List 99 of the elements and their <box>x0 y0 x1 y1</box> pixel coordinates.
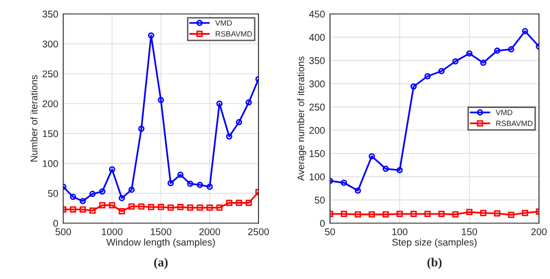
point <box>466 50 472 57</box>
point <box>382 211 389 218</box>
point <box>158 204 164 210</box>
point <box>438 68 445 74</box>
point <box>508 46 514 52</box>
point <box>494 210 500 217</box>
point <box>246 99 252 106</box>
point <box>99 202 106 208</box>
point <box>128 203 135 210</box>
x-tick-label: 200 <box>531 228 547 236</box>
point <box>246 200 252 206</box>
point <box>382 166 389 172</box>
point <box>196 182 204 188</box>
y-tick-label: 350 <box>42 10 58 18</box>
y-tick-label: 100 <box>310 173 325 180</box>
point <box>480 60 486 66</box>
point <box>236 119 242 126</box>
y-tick-label: 50 <box>314 196 325 204</box>
x-tick-label: 1500 <box>150 228 172 236</box>
x-tick-label: 100 <box>392 228 408 236</box>
y-tick-label: 0 <box>53 220 58 227</box>
point <box>138 203 144 210</box>
x-tick-label: 150 <box>462 228 478 236</box>
y-tick-label: 150 <box>310 150 325 158</box>
text: (a) <box>154 258 168 270</box>
point <box>354 188 361 194</box>
point <box>89 208 96 214</box>
point <box>80 206 86 213</box>
point <box>396 210 403 218</box>
y-axis-title: Average number of iterations <box>297 56 306 181</box>
point <box>522 210 528 216</box>
y-tick-label: 300 <box>309 80 325 88</box>
point <box>452 211 459 218</box>
point <box>168 204 174 211</box>
point <box>522 28 528 34</box>
point <box>158 96 164 104</box>
point <box>138 126 144 132</box>
point <box>226 133 232 140</box>
y-tick-label: 0 <box>320 220 325 227</box>
y-tick-label: 400 <box>309 34 325 41</box>
point <box>216 204 223 211</box>
point <box>70 194 76 200</box>
point <box>128 186 135 193</box>
point <box>396 167 403 174</box>
y-tick-label: 50 <box>48 190 58 197</box>
point <box>206 204 213 211</box>
y-tick-label: 350 <box>309 57 325 64</box>
y-tick-label: 200 <box>309 126 325 134</box>
y-tick-label: 100 <box>42 160 58 168</box>
point <box>424 73 431 80</box>
y-tick-label: 300 <box>42 40 58 48</box>
x-tick-label: 50 <box>324 228 336 236</box>
point <box>196 204 204 211</box>
point <box>206 184 213 190</box>
point <box>89 190 96 198</box>
point <box>168 180 174 186</box>
y-tick-label: 250 <box>309 104 325 111</box>
point <box>70 206 76 213</box>
point <box>236 200 242 206</box>
x-axis-title: Step size (samples) <box>392 238 477 248</box>
point <box>99 188 106 195</box>
point <box>108 202 116 208</box>
point <box>508 212 514 218</box>
point <box>80 198 86 204</box>
point <box>410 210 417 218</box>
point <box>368 211 375 218</box>
point <box>480 210 486 216</box>
x-axis-title: Window length (samples) <box>106 238 215 248</box>
point <box>187 180 194 187</box>
point <box>148 204 154 210</box>
point <box>410 83 417 90</box>
point <box>108 166 116 173</box>
y-tick-label: 250 <box>42 70 58 78</box>
point <box>494 48 500 54</box>
point <box>187 204 194 211</box>
point <box>226 200 232 206</box>
point <box>340 210 348 218</box>
point <box>466 208 472 216</box>
x-tick-label: 1000 <box>102 228 122 236</box>
point <box>216 100 223 107</box>
text: (b) <box>427 258 442 270</box>
point <box>118 208 125 214</box>
point <box>118 194 125 202</box>
y-tick-label: 450 <box>309 10 325 18</box>
point <box>177 172 184 178</box>
point <box>438 210 445 218</box>
y-tick-label: 200 <box>42 100 58 108</box>
point <box>148 32 154 39</box>
point <box>340 180 348 186</box>
y-axis-title: Number of iterations <box>30 75 38 162</box>
point <box>424 210 431 218</box>
x-tick-label: 500 <box>56 228 71 236</box>
point <box>368 153 375 160</box>
point <box>452 58 459 65</box>
x-tick-label: 2000 <box>199 228 220 236</box>
y-tick-label: 150 <box>42 130 58 138</box>
point <box>354 211 361 218</box>
point <box>177 204 184 210</box>
x-tick-label: 2500 <box>248 228 269 236</box>
